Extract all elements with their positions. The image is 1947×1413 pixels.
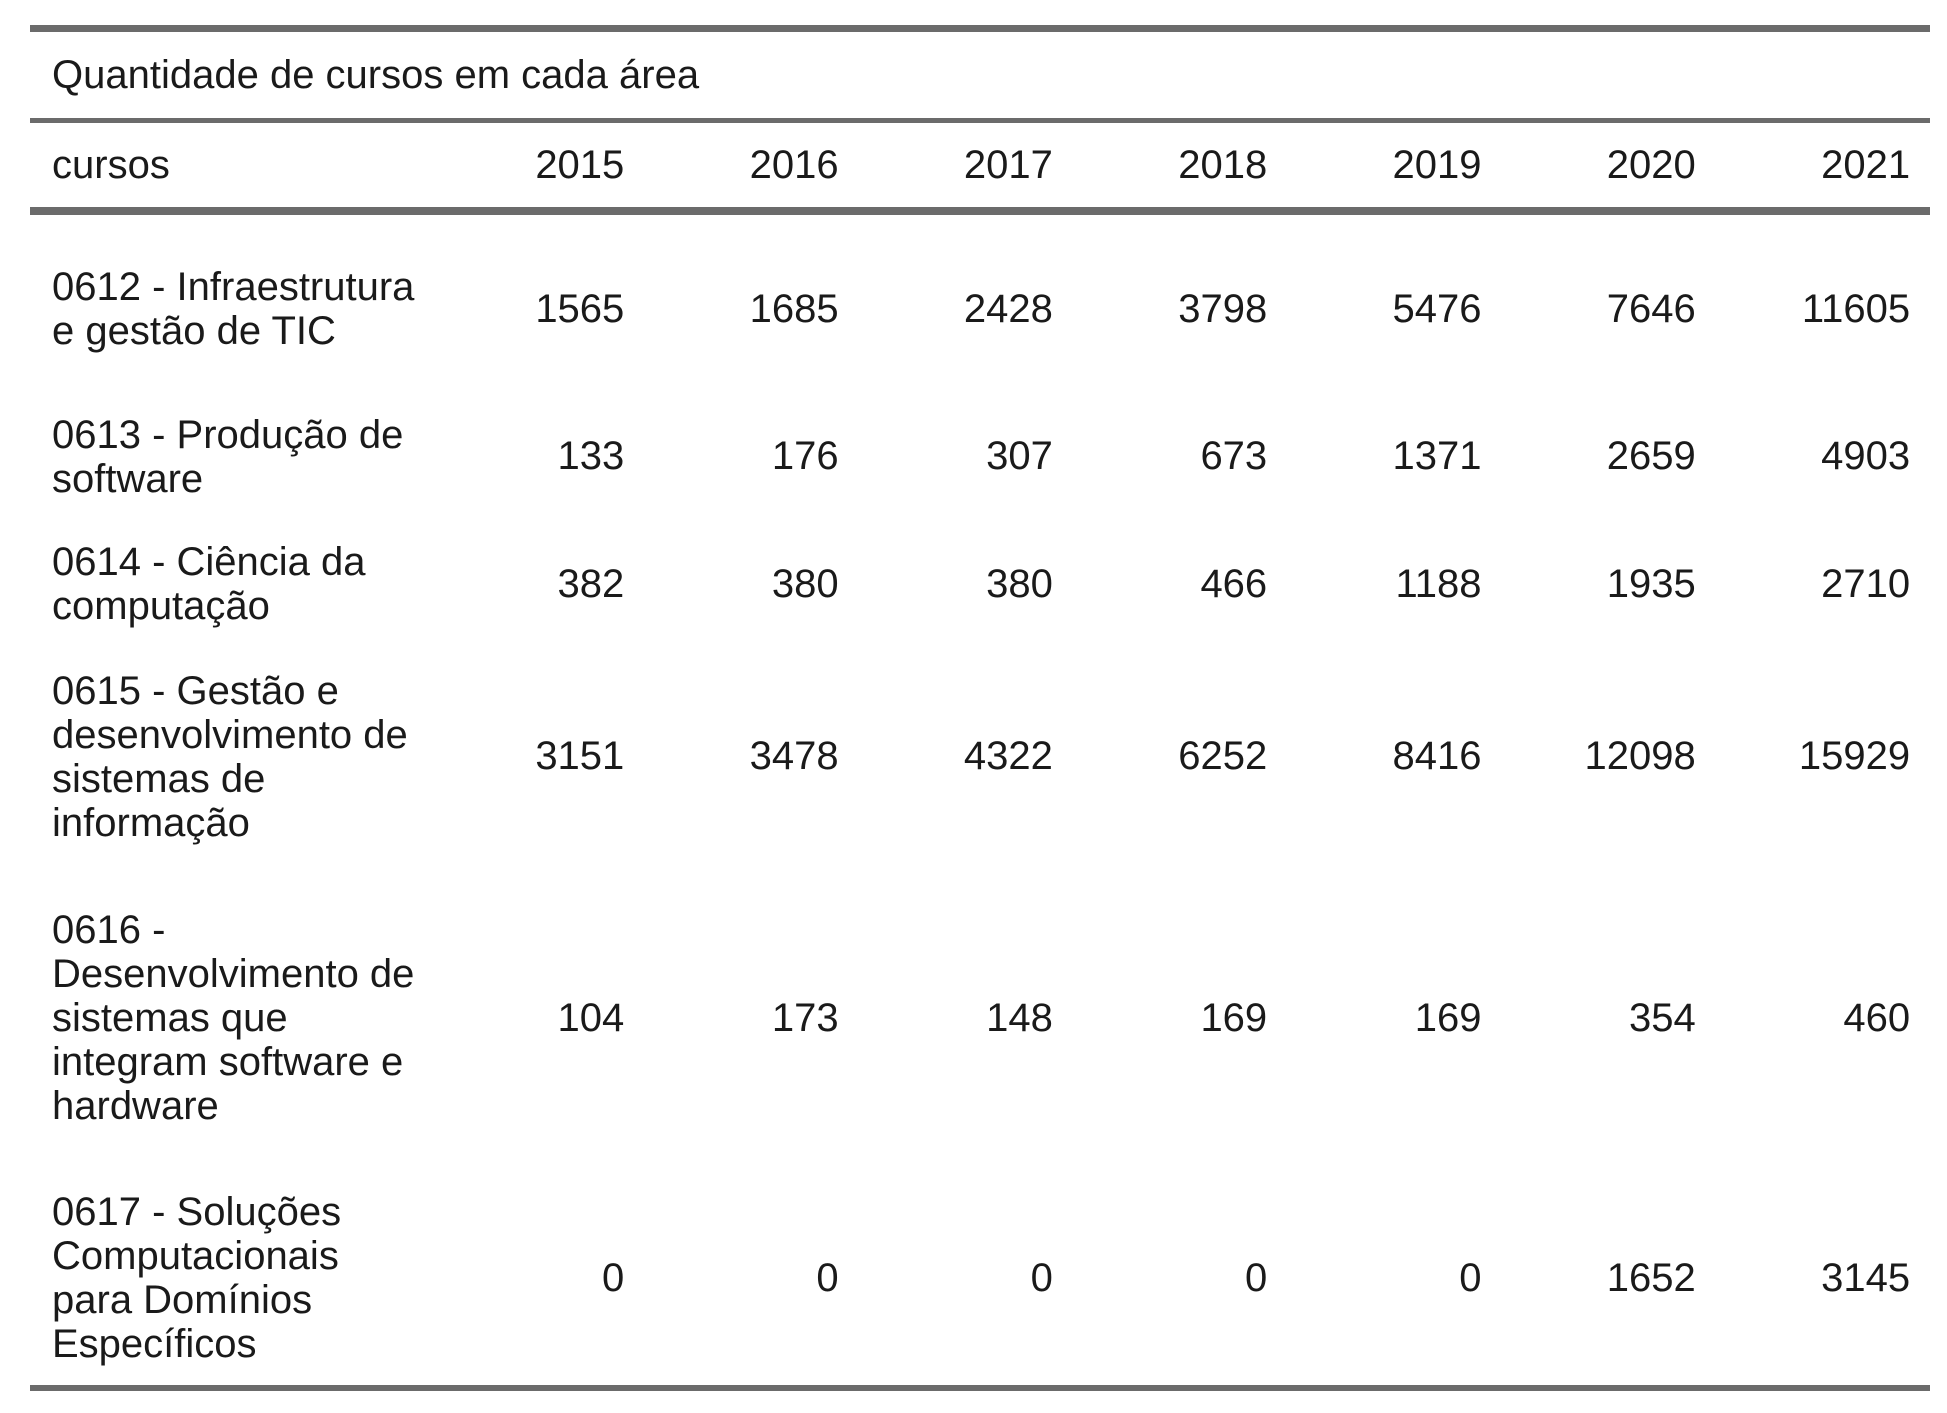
cell-value: 1935 [1606,561,1696,606]
cell-value: 6252 [1178,734,1268,778]
column-header-cursos: cursos [52,142,170,187]
cell-value: 169 [1200,995,1268,1040]
cell-value: 0 [1459,1255,1482,1300]
cell-value: 173 [771,995,839,1040]
cell-value: 1188 [1395,561,1482,606]
row-label-0613: 0613 - Produção de software [52,412,404,501]
cell-value: 148 [986,995,1053,1040]
cell-value: 4903 [1821,434,1911,478]
cell-value: 673 [1200,434,1268,478]
table-row: 0616 - Desenvolvimento de sistemas que i… [30,865,1930,1171]
cell-value: 2428 [963,286,1053,331]
cell-value: 1652 [1606,1255,1696,1300]
cell-value: 176 [771,434,839,478]
cell-value: 7646 [1606,286,1696,331]
cell-value: 5476 [1392,286,1482,331]
column-header-2019: 2019 [1392,142,1482,187]
cell-value: 466 [1200,561,1268,606]
cell-value: 307 [986,434,1053,478]
cell-value: 1565 [535,286,625,331]
row-label-0617: 0617 - Soluções Computacionais para Domí… [52,1190,342,1366]
row-label-0616: 0616 - Desenvolvimento de sistemas que i… [52,908,415,1128]
cell-value: 1685 [749,286,839,331]
cell-value: 11605 [1801,286,1911,331]
cell-value: 133 [557,434,625,478]
cell-value: 2710 [1821,561,1911,606]
cell-value: 0 [1030,1255,1053,1300]
cell-value: 0 [602,1255,625,1300]
header-row: cursos 2015 2016 2017 2018 2019 2020 202… [30,123,1930,207]
cell-value: 3145 [1821,1255,1911,1300]
column-header-2015: 2015 [535,142,625,187]
cell-value: 0 [816,1255,839,1300]
cell-value: 4322 [963,734,1053,778]
header-rule [30,207,1930,215]
table-row: 0614 - Ciência da computação 382 380 380… [30,520,1930,648]
column-header-2020: 2020 [1606,142,1696,187]
cell-value: 3478 [749,734,839,778]
table-row: 0613 - Produção de software 133 176 307 … [30,393,1930,520]
cell-value: 15929 [1798,734,1911,778]
cell-value: 380 [986,561,1053,606]
column-header-2017: 2017 [963,142,1053,187]
caption-rule [30,118,1930,123]
cell-value: 8416 [1392,734,1482,778]
cell-value: 1371 [1392,434,1482,478]
top-rule [30,25,1930,32]
table-caption: Quantidade de cursos em cada área [52,52,700,97]
row-label-0612: 0612 - Infraestrutura e gestão de TIC [52,265,415,353]
cell-value: 3151 [535,734,625,778]
column-header-2018: 2018 [1178,142,1268,187]
cell-value: 2659 [1606,434,1696,478]
cell-value: 460 [1843,995,1911,1040]
cell-value: 380 [771,561,839,606]
column-header-2021: 2021 [1821,142,1911,187]
cell-value: 3798 [1178,286,1268,331]
cell-value: 169 [1414,995,1482,1040]
bottom-rule [30,1385,1930,1391]
column-header-2016: 2016 [749,142,839,187]
cell-value: 382 [557,561,625,606]
data-table: cursos 2015 2016 2017 2018 2019 2020 202… [30,123,1930,207]
table-row: 0612 - Infraestrutura e gestão de TIC 15… [30,215,1930,393]
cell-value: 354 [1629,995,1696,1040]
cell-value: 12098 [1584,734,1696,778]
table-row: 0617 - Soluções Computacionais para Domí… [30,1171,1930,1385]
courses-table: Quantidade de cursos em cada área cursos… [30,25,1930,1391]
table-row: 0615 - Gestão e desenvolvimento de siste… [30,648,1930,865]
row-label-0615: 0615 - Gestão e desenvolvimento de siste… [52,668,408,845]
cell-value: 0 [1244,1255,1268,1300]
cell-value: 104 [557,995,625,1040]
data-table-body: 0612 - Infraestrutura e gestão de TIC 15… [30,215,1930,1385]
row-label-0614: 0614 - Ciência da computação [52,540,366,628]
